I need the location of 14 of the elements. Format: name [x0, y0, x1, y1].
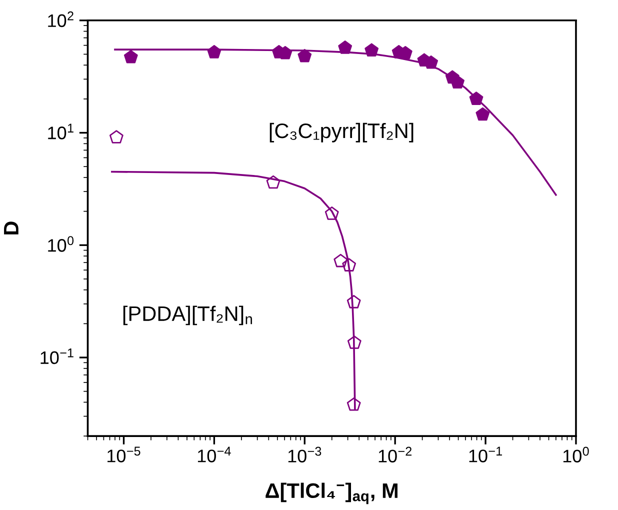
annotation: [PDDA][Tf₂N]$_{n}$: [123, 306, 252, 326]
x-tick-label: 10$^{−2}$: [378, 446, 412, 462]
annotation: [C₃C₁pyrr][Tf₂N]: [270, 122, 414, 142]
x-tick-label: 10$^{−1}$: [469, 446, 502, 462]
y-tick-label: 10$^{−1}$: [40, 348, 74, 364]
x-tick-label: 10$^{−4}$: [198, 446, 231, 462]
y-tick-label: 10$^{0}$: [48, 236, 74, 252]
y-axis-title: D: [4, 222, 18, 234]
x-axis-title: Δ[TlCl₄$^{−}$]$_{aq}$, M: [266, 482, 398, 504]
y-tick-label: 10$^{1}$: [48, 124, 74, 140]
x-tick-label: 10$^{−3}$: [288, 446, 322, 462]
x-tick-label: 10$^{−5}$: [108, 446, 140, 462]
y-tick-label: 10$^{2}$: [48, 11, 74, 28]
x-tick-label: 10$^{0}$: [563, 446, 589, 462]
